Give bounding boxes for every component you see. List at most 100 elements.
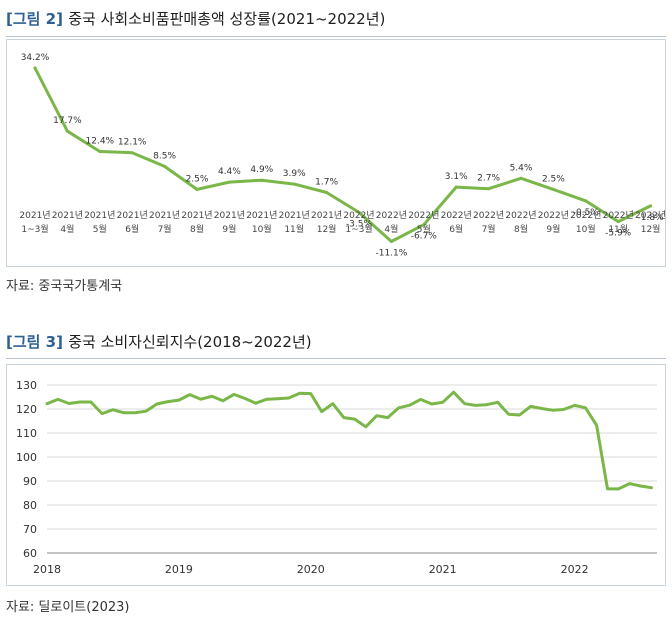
x-tick-label-year: 2021년 [311,210,342,221]
growth-point [292,182,296,186]
growth-data-label: -11.1% [375,249,407,259]
confidence-point [133,411,137,414]
confidence-point [177,398,181,402]
confidence-point [364,425,367,428]
growth-series-line [33,66,653,243]
confidence-point [56,398,60,401]
figure1-source: 자료: 중국국가통계국 [6,279,123,294]
x-tick-label-year: 2022년 [570,210,601,221]
x-tick-label-year: 2021년 [84,210,115,221]
x-tick-label-year: 2022년 [473,210,504,221]
figure1-chart-frame: 34.2% 2021년 1~3월 17.7% 2021년 4월 12.4% 2021년 5월 12… [6,39,666,267]
growth-point [195,187,199,191]
x-tick-label-month: 11월 [608,223,628,235]
confidence-point [309,392,312,395]
x-tick-label-month: 5월 [417,223,431,235]
growth-data-label: 4.4% [218,167,241,177]
confidence-point [122,411,126,414]
growth-point [357,210,361,214]
x-tick-label-year: 2021년 [214,210,245,221]
x-tick-label-year: 2021년 [149,210,180,221]
confidence-point [551,409,554,412]
figure2-title-number: [그림 3] [6,333,63,351]
x-tick-label-month: 4월 [60,223,74,235]
x-tick-label-year: 2022년 [408,210,439,221]
x-tick-label-month: 4월 [384,223,398,235]
confidence-point [166,400,170,403]
figure1-title-text: 중국 사회소비품판매총액 성장률(2021~2022년) [68,10,386,28]
x-tick-label-month: 5월 [93,223,107,235]
growth-point [551,187,555,191]
y-tick-label: 90 [23,475,37,488]
growth-point [422,223,426,227]
x-tick-label-month: 11월 [284,223,304,235]
growth-point [33,66,37,70]
growth-data-label: 4.9% [250,165,273,175]
growth-data-label: -5.9% [605,229,632,239]
confidence-point [496,401,499,404]
growth-data-label: 2.7% [477,174,500,184]
x-tick-label-month: 12월 [317,223,337,235]
growth-data-label: -0.5% [573,208,600,218]
y-tick-label: 130 [16,379,37,392]
growth-data-label: 34.2% [21,53,50,63]
figure2-title-text: 중국 소비자신뢰지수(2018~2022년) [68,333,312,351]
x-tick-label: 2021 [429,563,457,576]
figure1-title: [그림 2] 중국 사회소비품판매총액 성장률(2021~2022년) [6,8,385,29]
confidence-point [584,406,587,409]
x-tick-label-year: 2022년 [441,210,472,221]
x-tick-label-month: 1~3월 [21,223,48,235]
x-tick-label-month: 9월 [546,223,560,235]
confidence-point [111,408,115,411]
figure1-title-number: [그림 2] [6,10,63,28]
growth-point [519,176,523,180]
growth-data-label: -1.8% [638,213,665,223]
x-tick-label-year: 2022년 [376,210,407,221]
growth-data-label: 2.5% [186,174,209,184]
growth-data-label: 2.5% [542,174,565,184]
confidence-point [507,413,510,416]
confidence-point [89,400,93,404]
confidence-point [342,416,345,419]
confidence-point [474,404,477,407]
confidence-point [254,402,257,405]
confidence-point [78,400,82,404]
confidence-point [639,484,642,488]
x-tick-label-month: 7월 [482,223,496,235]
confidence-point [606,487,609,491]
x-tick-label-month: 6월 [125,223,139,235]
confidence-point [331,402,334,405]
confidence-point [430,402,433,406]
confidence-point [265,398,269,401]
x-tick-label-year: 2021년 [279,210,310,221]
confidence-point [298,392,301,395]
x-tick-label-month: 9월 [222,223,236,235]
growth-point [649,204,653,208]
figure2-title: [그림 3] 중국 소비자신뢰지수(2018~2022년) [6,331,312,352]
growth-data-label: 3.1% [445,172,468,182]
x-tick-label-year: 2021년 [19,210,50,221]
confidence-point [419,398,422,401]
x-tick-label-month: 10월 [576,223,596,235]
confidence-point [628,482,631,485]
growth-point [163,164,167,168]
growth-point [616,220,620,224]
growth-data-label: 12.4% [86,137,115,147]
growth-data-label: -6.7% [411,232,438,242]
y-tick-label: 60 [23,547,37,560]
confidence-point [353,417,356,421]
x-tick-label-year: 2022년 [538,210,569,221]
growth-point [389,240,393,243]
y-tick-label: 80 [23,499,37,512]
x-tick-label: 2022 [561,563,589,576]
x-tick-label-month: 8월 [514,223,528,235]
confidence-point [485,403,488,406]
confidence-point [144,410,148,413]
growth-data-label: 5.4% [510,163,533,173]
confidence-point [155,402,159,406]
growth-point [487,187,491,191]
x-tick-label-year: 2022년 [505,210,536,221]
growth-point [98,150,102,153]
confidence-series-line [45,390,653,491]
x-tick-label-year: 2022년 [603,210,634,221]
